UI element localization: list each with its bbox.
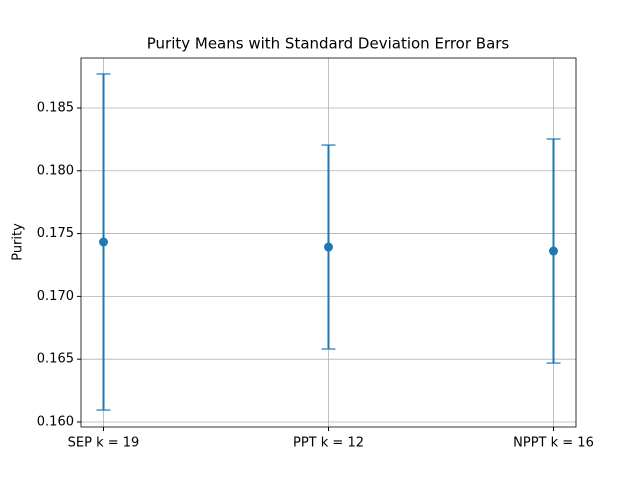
x-tick-label: SEP k = 19: [68, 436, 140, 451]
y-tick-label: 0.175: [37, 226, 74, 241]
chart-title: Purity Means with Standard Deviation Err…: [147, 35, 510, 53]
y-axis-label: Purity: [11, 223, 26, 261]
mean-point: [99, 237, 108, 247]
y-tick-label: 0.180: [37, 163, 74, 178]
y-tick-label: 0.185: [37, 100, 74, 115]
marks: [96, 73, 561, 411]
y-tick-label: 0.160: [37, 414, 74, 429]
x-tick-label: NPPT k = 16: [513, 436, 594, 451]
mean-point: [549, 246, 558, 256]
mean-point: [324, 242, 333, 252]
x-tick-label: PPT k = 12: [293, 436, 364, 451]
y-tick-label: 0.170: [37, 289, 74, 304]
y-tick-label: 0.165: [37, 352, 74, 367]
